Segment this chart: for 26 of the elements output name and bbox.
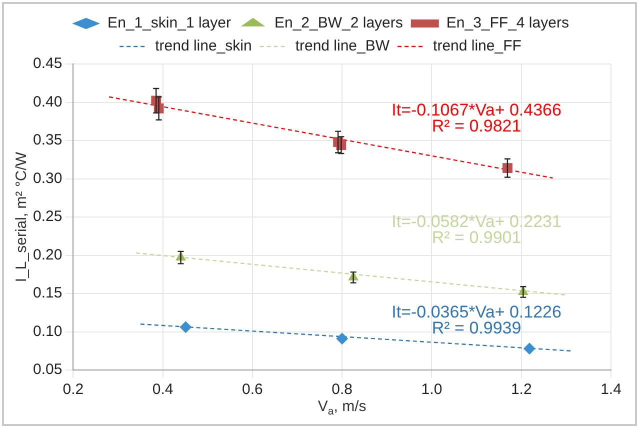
y-tick-label: 0.05 [32,361,62,378]
y-tick-label: 0.30 [32,170,62,187]
y-tick-label: 0.35 [32,132,62,149]
legend-label: En_2_BW_2 layers [274,14,403,32]
x-tick-label: 0.6 [242,381,263,398]
y-tick-label: 0.45 [32,55,62,72]
x-tick-label: 1.0 [421,381,442,398]
x-tick-label: 1.4 [600,381,622,398]
y-axis-title: I_L_serial, m² °C/W [13,151,30,282]
x-tick-label: 1.2 [510,381,532,398]
y-tick-label: 0.20 [32,246,62,264]
point [523,342,536,355]
legend-label: trend line_skin [155,38,252,55]
point [336,332,348,345]
y-tick-label: 0.10 [32,322,62,340]
legend-label: trend line_FF [433,38,522,55]
y-tick-label: 0.25 [32,208,62,226]
legend-label: En_3_FF_4 layers [446,14,569,32]
y-tick-label: 0.15 [32,284,62,302]
x-tick-label: 0.4 [152,381,174,398]
x-tick-label: 0.2 [62,381,84,398]
point [180,321,192,334]
legend-label: trend line_BW [295,38,390,55]
legend-label: En_1_skin_1 layer [108,14,231,32]
y-tick-label: 0.40 [32,93,62,110]
x-tick-label: 0.8 [332,381,353,398]
